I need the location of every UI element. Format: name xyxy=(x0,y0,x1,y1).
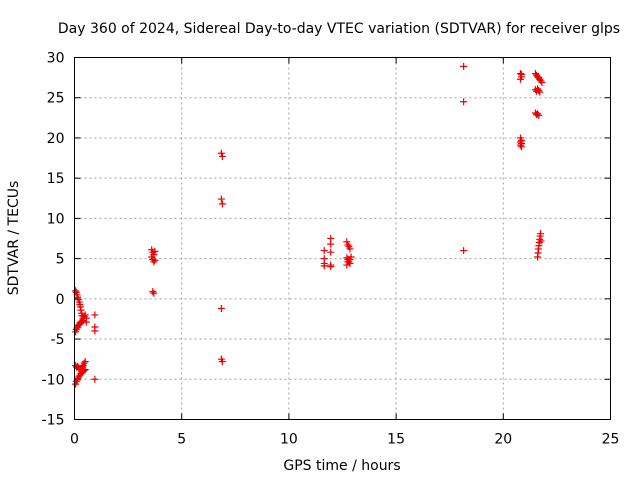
y-tick-label: 10 xyxy=(47,211,65,227)
data-point xyxy=(518,143,526,151)
x-tick-label: 15 xyxy=(387,432,405,448)
x-tick-label: 0 xyxy=(70,432,79,448)
data-point xyxy=(218,200,226,208)
data-point xyxy=(80,359,88,367)
data-point xyxy=(217,304,225,312)
y-tick-label: -15 xyxy=(42,413,65,429)
data-point xyxy=(534,110,542,118)
data-point xyxy=(347,253,355,261)
y-tick-label: 0 xyxy=(56,292,65,308)
y-tick-label: 30 xyxy=(47,51,65,67)
data-point xyxy=(343,261,351,269)
data-point xyxy=(535,111,543,119)
tick-labels: 0 5 10 15 20 25 -15 -10 -5 0 5 10 15 20 25 30 xyxy=(42,51,620,448)
data-point xyxy=(343,238,351,246)
data-point xyxy=(72,287,80,295)
data-point xyxy=(320,247,328,255)
data-point xyxy=(320,262,328,270)
data-point xyxy=(346,245,354,253)
data-point xyxy=(91,327,99,335)
data-point xyxy=(150,258,158,266)
y-tick-label: -5 xyxy=(51,332,65,348)
data-point xyxy=(217,149,225,157)
data-point xyxy=(516,75,524,83)
data-point xyxy=(538,78,546,86)
data-points xyxy=(72,62,546,388)
x-axis-label: GPS time / hours xyxy=(283,458,400,474)
data-point xyxy=(327,263,335,271)
chart-title: Day 360 of 2024, Sidereal Day-to-day VTE… xyxy=(58,21,620,37)
data-point xyxy=(537,230,545,238)
plot-frame xyxy=(74,57,611,420)
x-tick-label: 25 xyxy=(602,432,620,448)
data-point xyxy=(218,152,226,160)
data-point xyxy=(150,289,158,297)
data-point xyxy=(81,311,89,319)
data-point xyxy=(327,248,335,256)
data-point xyxy=(78,317,86,325)
data-point xyxy=(81,358,89,366)
data-point xyxy=(80,366,88,374)
x-tick-label: 5 xyxy=(177,432,186,448)
data-point xyxy=(536,88,544,96)
data-point xyxy=(537,237,545,245)
data-point xyxy=(151,247,159,255)
data-point xyxy=(344,241,352,249)
data-point xyxy=(460,98,468,106)
data-point xyxy=(537,77,545,85)
data-point xyxy=(91,311,99,319)
data-point xyxy=(460,62,468,70)
data-point xyxy=(327,240,335,248)
data-point xyxy=(72,378,80,386)
x-tick-label: 20 xyxy=(494,432,512,448)
data-point xyxy=(91,375,99,383)
y-tick-label: 25 xyxy=(47,91,65,107)
data-point xyxy=(79,317,87,325)
data-point xyxy=(343,254,351,262)
y-tick-label: 20 xyxy=(47,131,65,147)
data-point xyxy=(218,358,226,366)
y-tick-label: -10 xyxy=(42,372,65,388)
x-tick-label: 10 xyxy=(280,432,298,448)
y-axis-label: SDTVAR / TECUs xyxy=(6,181,22,296)
data-point xyxy=(151,256,159,264)
data-point xyxy=(535,86,543,94)
data-point xyxy=(460,247,468,255)
data-point xyxy=(516,141,524,149)
y-tick-label: 15 xyxy=(47,171,65,187)
data-point xyxy=(81,366,89,374)
data-point xyxy=(217,195,225,203)
data-point xyxy=(518,70,526,78)
y-tick-label: 5 xyxy=(56,252,65,268)
data-point xyxy=(149,288,157,296)
data-point xyxy=(77,306,85,314)
